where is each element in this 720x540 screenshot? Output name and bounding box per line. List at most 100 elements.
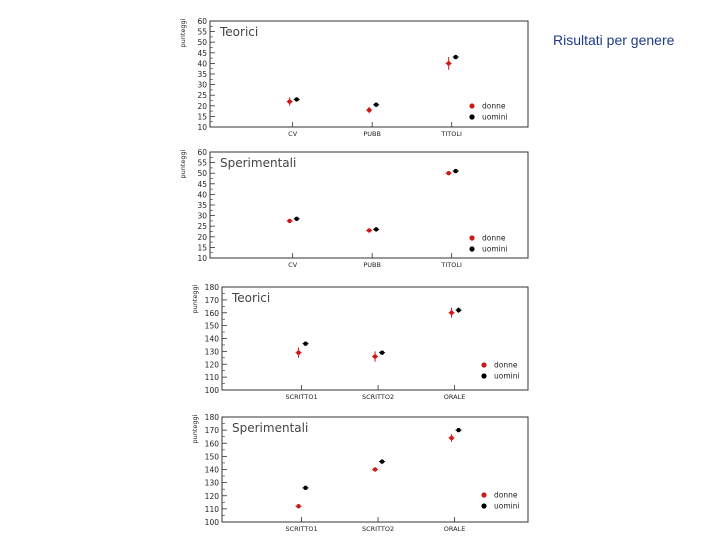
y-tick-label: 140 xyxy=(205,466,220,475)
data-point-uomini xyxy=(294,216,299,221)
x-tick-label: CV xyxy=(288,130,298,138)
y-tick-label: 140 xyxy=(205,335,220,344)
data-point-uomini xyxy=(456,427,461,433)
data-point-uomini xyxy=(294,97,299,102)
data-point-uomini xyxy=(303,341,308,346)
y-tick-label: 150 xyxy=(205,452,220,461)
legend-marker-donne xyxy=(481,492,487,498)
y-tick-label: 100 xyxy=(205,386,220,395)
y-tick-label: 45 xyxy=(197,180,207,189)
legend-marker-donne xyxy=(469,103,475,109)
x-tick-label: SCRITTO1 xyxy=(285,525,317,533)
y-tick-label: 170 xyxy=(205,426,220,435)
x-tick-label: SCRITTO1 xyxy=(285,393,317,401)
data-point-donne xyxy=(446,61,451,66)
y-tick-label: 20 xyxy=(197,102,207,111)
data-point-uomini xyxy=(303,485,308,491)
y-tick-label: 35 xyxy=(197,70,207,79)
x-tick-label: ORALE xyxy=(444,525,466,533)
legend-marker-uomini xyxy=(469,114,475,120)
legend-marker-donne xyxy=(469,235,475,241)
x-tick-label: TITOLI xyxy=(440,261,462,269)
y-tick-label: 180 xyxy=(205,283,220,292)
y-tick-label: 25 xyxy=(197,91,207,100)
data-point-uomini xyxy=(373,102,379,107)
legend-label-uomini: uomini xyxy=(494,372,520,381)
data-point-donne xyxy=(296,504,301,509)
x-tick-label: PUBB xyxy=(363,130,381,138)
x-tick-label: TITOLI xyxy=(440,130,462,138)
y-axis-label: punteggi xyxy=(179,18,187,47)
data-point-uomini xyxy=(379,350,385,355)
x-tick-label: SCRITTO2 xyxy=(362,525,394,533)
y-tick-label: 35 xyxy=(197,201,207,210)
panel-title: Teorici xyxy=(219,25,258,39)
data-point-uomini xyxy=(453,168,458,174)
slide-title: Risultati per genere xyxy=(553,32,675,48)
x-tick-label: SCRITTO2 xyxy=(362,393,394,401)
y-tick-label: 40 xyxy=(197,59,207,68)
x-tick-label: PUBB xyxy=(363,261,381,269)
y-tick-label: 160 xyxy=(205,439,220,448)
legend-label-uomini: uomini xyxy=(482,113,508,122)
y-axis-label: punteggi xyxy=(179,149,187,178)
y-axis-label: punteggi xyxy=(191,284,199,313)
legend-marker-uomini xyxy=(481,503,487,509)
data-point-donne xyxy=(449,435,454,441)
data-point-donne xyxy=(372,354,378,359)
y-tick-label: 180 xyxy=(205,413,220,422)
y-tick-label: 40 xyxy=(197,190,207,199)
data-point-uomini xyxy=(379,459,385,464)
legend-label-uomini: uomini xyxy=(494,502,520,511)
y-tick-label: 15 xyxy=(197,112,207,121)
y-axis-label: punteggi xyxy=(191,414,199,443)
data-point-uomini xyxy=(456,307,461,313)
legend-marker-donne xyxy=(481,362,487,368)
y-tick-label: 10 xyxy=(197,254,207,263)
y-tick-label: 20 xyxy=(197,233,207,242)
chart-panel-3: 100 110 120 130 140 150 160 170 180 punteggi Teori… xyxy=(191,283,529,401)
y-tick-label: 150 xyxy=(205,322,220,331)
y-tick-label: 10 xyxy=(197,123,207,132)
y-tick-label: 15 xyxy=(197,243,207,252)
legend-label-donne: donne xyxy=(494,361,518,370)
legend-label-donne: donne xyxy=(482,234,506,243)
y-tick-label: 50 xyxy=(197,169,207,178)
data-point-uomini xyxy=(453,54,458,60)
legend-label-uomini: uomini xyxy=(482,245,508,254)
y-tick-label: 55 xyxy=(197,28,207,37)
x-tick-label: ORALE xyxy=(444,393,466,401)
data-point-donne xyxy=(372,467,378,472)
y-tick-label: 110 xyxy=(205,505,220,514)
y-tick-label: 120 xyxy=(205,492,220,501)
y-tick-label: 50 xyxy=(197,38,207,47)
panel-title: Sperimentali xyxy=(220,156,296,170)
y-tick-label: 60 xyxy=(197,148,207,157)
y-tick-label: 45 xyxy=(197,49,207,58)
y-tick-label: 25 xyxy=(197,222,207,231)
panel-title: Sperimentali xyxy=(232,421,308,435)
y-tick-label: 130 xyxy=(205,479,220,488)
y-tick-label: 120 xyxy=(205,360,220,369)
legend-label-donne: donne xyxy=(482,102,506,111)
data-point-donne xyxy=(296,350,301,355)
data-point-donne xyxy=(449,310,454,315)
y-tick-label: 110 xyxy=(205,373,220,382)
y-tick-label: 30 xyxy=(197,212,207,221)
chart-panel-4: 100 110 120 130 140 150 160 170 180 punteggi Speri… xyxy=(191,413,529,533)
data-point-donne xyxy=(366,228,372,233)
legend-label-donne: donne xyxy=(494,491,518,500)
panel-title: Teorici xyxy=(231,291,270,305)
data-point-donne xyxy=(446,171,451,176)
y-tick-label: 55 xyxy=(197,159,207,168)
data-point-donne xyxy=(287,218,292,224)
y-tick-label: 160 xyxy=(205,309,220,318)
data-point-uomini xyxy=(373,227,379,232)
legend-marker-uomini xyxy=(469,246,475,252)
y-tick-label: 60 xyxy=(197,17,207,26)
data-point-donne xyxy=(366,107,372,113)
y-tick-label: 130 xyxy=(205,347,220,356)
